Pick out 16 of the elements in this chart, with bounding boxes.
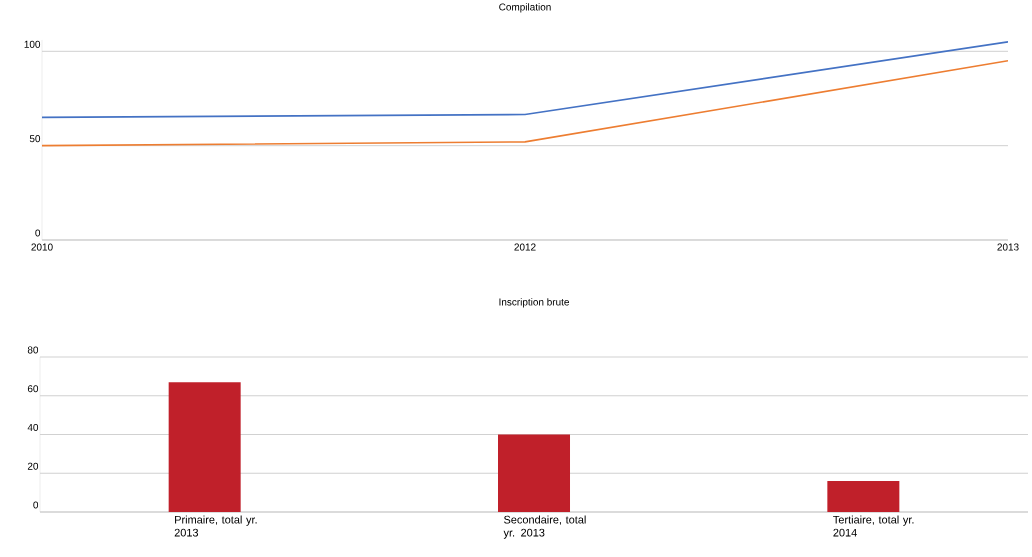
y-tick-label: 20 [27, 462, 39, 470]
y-tick-label: 50 [29, 135, 41, 143]
x-tick-label: Tertiaire, total yr. 2014 [833, 515, 914, 537]
x-tick-label: 2012 [514, 243, 536, 251]
x-tick-label: Primaire, total yr. 2013 [174, 515, 257, 537]
y-tick-label: 60 [27, 385, 39, 393]
chart-title: Compilation [499, 3, 551, 13]
y-tick-label: 80 [27, 346, 39, 354]
y-tick-label: 40 [27, 423, 39, 431]
x-tick-label: 2013 [997, 243, 1019, 251]
x-tick-label: 2010 [31, 243, 53, 251]
x-tick-label: Secondaire, total yr. 2013 [503, 515, 586, 539]
y-tick-label: 100 [24, 40, 41, 48]
y-tick-label: 0 [35, 229, 41, 237]
y-tick-label: 0 [33, 501, 39, 509]
chart-title: Inscription brute [499, 298, 569, 308]
